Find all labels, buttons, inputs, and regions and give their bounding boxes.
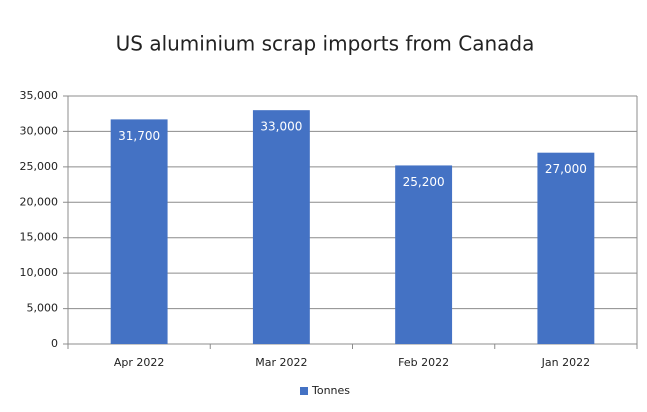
x-tick-label: Mar 2022 [255, 356, 307, 369]
bar [110, 119, 168, 344]
y-tick-label: 20,000 [20, 195, 59, 208]
bar [395, 165, 453, 344]
x-tick-label: Apr 2022 [114, 356, 165, 369]
value-label: 25,200 [403, 175, 445, 189]
y-tick-label: 15,000 [20, 231, 59, 244]
y-tick-label: 0 [51, 337, 58, 350]
value-label: 27,000 [545, 162, 587, 176]
y-tick-label: 30,000 [20, 124, 59, 137]
y-tick-label: 25,000 [20, 160, 59, 173]
value-label: 33,000 [260, 120, 302, 134]
value-label: 31,700 [118, 129, 160, 143]
y-tick-label: 35,000 [20, 89, 59, 102]
y-tick-label: 10,000 [20, 266, 59, 279]
bar [537, 152, 595, 344]
bar [252, 110, 310, 345]
x-tick-label: Jan 2022 [541, 356, 590, 369]
y-tick-label: 5,000 [27, 302, 59, 315]
chart-title: US aluminium scrap imports from Canada [116, 32, 535, 56]
x-tick-label: Feb 2022 [398, 356, 449, 369]
legend-swatch [300, 387, 308, 395]
legend-label: Tonnes [311, 384, 350, 397]
